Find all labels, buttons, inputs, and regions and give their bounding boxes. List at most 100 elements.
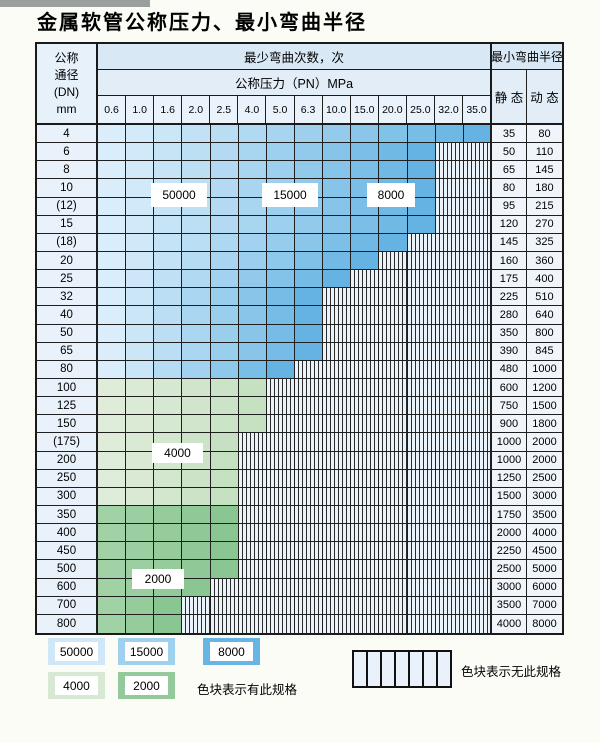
grid-cell	[407, 161, 436, 180]
dn-cell: 15	[37, 215, 98, 234]
static-value-cell: 900	[491, 415, 527, 434]
grid-cell	[126, 397, 155, 416]
grid-cell	[154, 143, 183, 162]
grid-cell	[154, 288, 183, 307]
grid-cell	[154, 342, 183, 361]
legend-swatch-label: 4000	[55, 676, 98, 695]
grid-cell	[98, 415, 127, 434]
grid-cell	[266, 542, 295, 561]
table-row: 80 480 1000	[37, 360, 562, 379]
grid-cell	[210, 288, 239, 307]
grid-cell	[294, 397, 324, 416]
pressure-tick: 32.0	[435, 96, 464, 123]
static-value-cell: 280	[491, 306, 527, 325]
pressure-tick: 1.6	[154, 96, 183, 123]
grid-cell	[98, 233, 127, 252]
grid-cell	[154, 360, 183, 379]
grid-cell	[98, 469, 127, 488]
grid-cell	[463, 179, 492, 198]
grid-cell	[351, 578, 380, 597]
grid-cell	[323, 233, 352, 252]
grid-cell	[351, 342, 380, 361]
grid-cell	[238, 233, 267, 252]
dynamic-value-cell: 510	[526, 288, 562, 307]
static-value-cell: 600	[491, 378, 527, 398]
grid-cell	[435, 306, 464, 325]
grid-cell	[323, 324, 352, 343]
grid-cell	[182, 560, 211, 579]
dn-cell: 80	[37, 360, 98, 379]
dn-cell: 450	[37, 542, 98, 561]
grid-cell	[98, 288, 127, 307]
grid-cell	[182, 215, 211, 234]
grid-cell	[238, 505, 267, 525]
grid-cell	[126, 469, 155, 488]
static-value-cell: 225	[491, 288, 527, 307]
grid-cell	[294, 270, 324, 289]
grid-cell	[323, 614, 352, 633]
grid-cell	[266, 469, 295, 488]
dn-cell: (175)	[37, 433, 98, 452]
table-row: 500 2500 5000	[37, 560, 562, 579]
grid-cell	[379, 487, 408, 506]
grid-cell	[210, 270, 239, 289]
dn-cell: 400	[37, 524, 98, 543]
grid-cell	[210, 360, 239, 379]
grid-cell	[238, 487, 267, 506]
grid-cell	[294, 596, 324, 615]
static-header-cell: 静 态	[492, 70, 527, 123]
grid-cell	[407, 342, 436, 361]
dynamic-value-cell: 2000	[526, 451, 562, 470]
legend-swatch-label: 8000	[210, 642, 253, 661]
dn-cell: 65	[37, 342, 98, 361]
grid-cell	[182, 233, 211, 252]
grid-cell	[463, 306, 492, 325]
grid-cell	[435, 215, 464, 234]
grid-cell	[435, 397, 464, 416]
static-value-cell: 1000	[491, 433, 527, 452]
grid-cell	[266, 596, 295, 615]
grid-cell	[210, 397, 239, 416]
static-value-cell: 4000	[491, 614, 527, 633]
grid-cell	[323, 596, 352, 615]
grid-cell	[98, 270, 127, 289]
grid-cell	[182, 143, 211, 162]
grid-cell	[379, 324, 408, 343]
grid-cell	[98, 197, 127, 216]
pressure-tick: 20.0	[379, 96, 407, 123]
grid-cell	[379, 288, 408, 307]
grid-cell	[407, 505, 436, 525]
legend-swatch: 50000	[48, 638, 105, 665]
grid-cell	[435, 505, 464, 525]
grid-cell	[294, 161, 324, 180]
static-value-cell: 750	[491, 397, 527, 416]
grid-cell	[126, 378, 155, 398]
grid-cell	[351, 415, 380, 434]
grid-cell	[435, 360, 464, 379]
dn-cell: 125	[37, 397, 98, 416]
legend-swatch: 2000	[118, 672, 175, 699]
dynamic-value-cell: 145	[526, 161, 562, 180]
table-row: 50 350 800	[37, 324, 562, 343]
grid-cell	[351, 306, 380, 325]
dynamic-value-cell: 80	[526, 125, 562, 144]
static-value-cell: 350	[491, 324, 527, 343]
grid-cell	[126, 451, 155, 470]
dn-cell: 40	[37, 306, 98, 325]
grid-cell	[98, 251, 127, 271]
grid-cell	[323, 415, 352, 434]
grid-cell	[435, 143, 464, 162]
grid-cell	[182, 614, 211, 633]
grid-cell	[126, 251, 155, 271]
grid-cell	[435, 433, 464, 452]
static-value-cell: 3000	[491, 578, 527, 597]
grid-cell	[323, 469, 352, 488]
static-value-cell: 175	[491, 270, 527, 289]
grid-cell	[435, 451, 464, 470]
pressure-tick: 0.6	[98, 96, 127, 123]
grid-cell	[266, 143, 295, 162]
grid-cell	[463, 125, 492, 144]
grid-cell	[435, 596, 464, 615]
grid-cell	[435, 578, 464, 597]
dn-cell: 300	[37, 487, 98, 506]
